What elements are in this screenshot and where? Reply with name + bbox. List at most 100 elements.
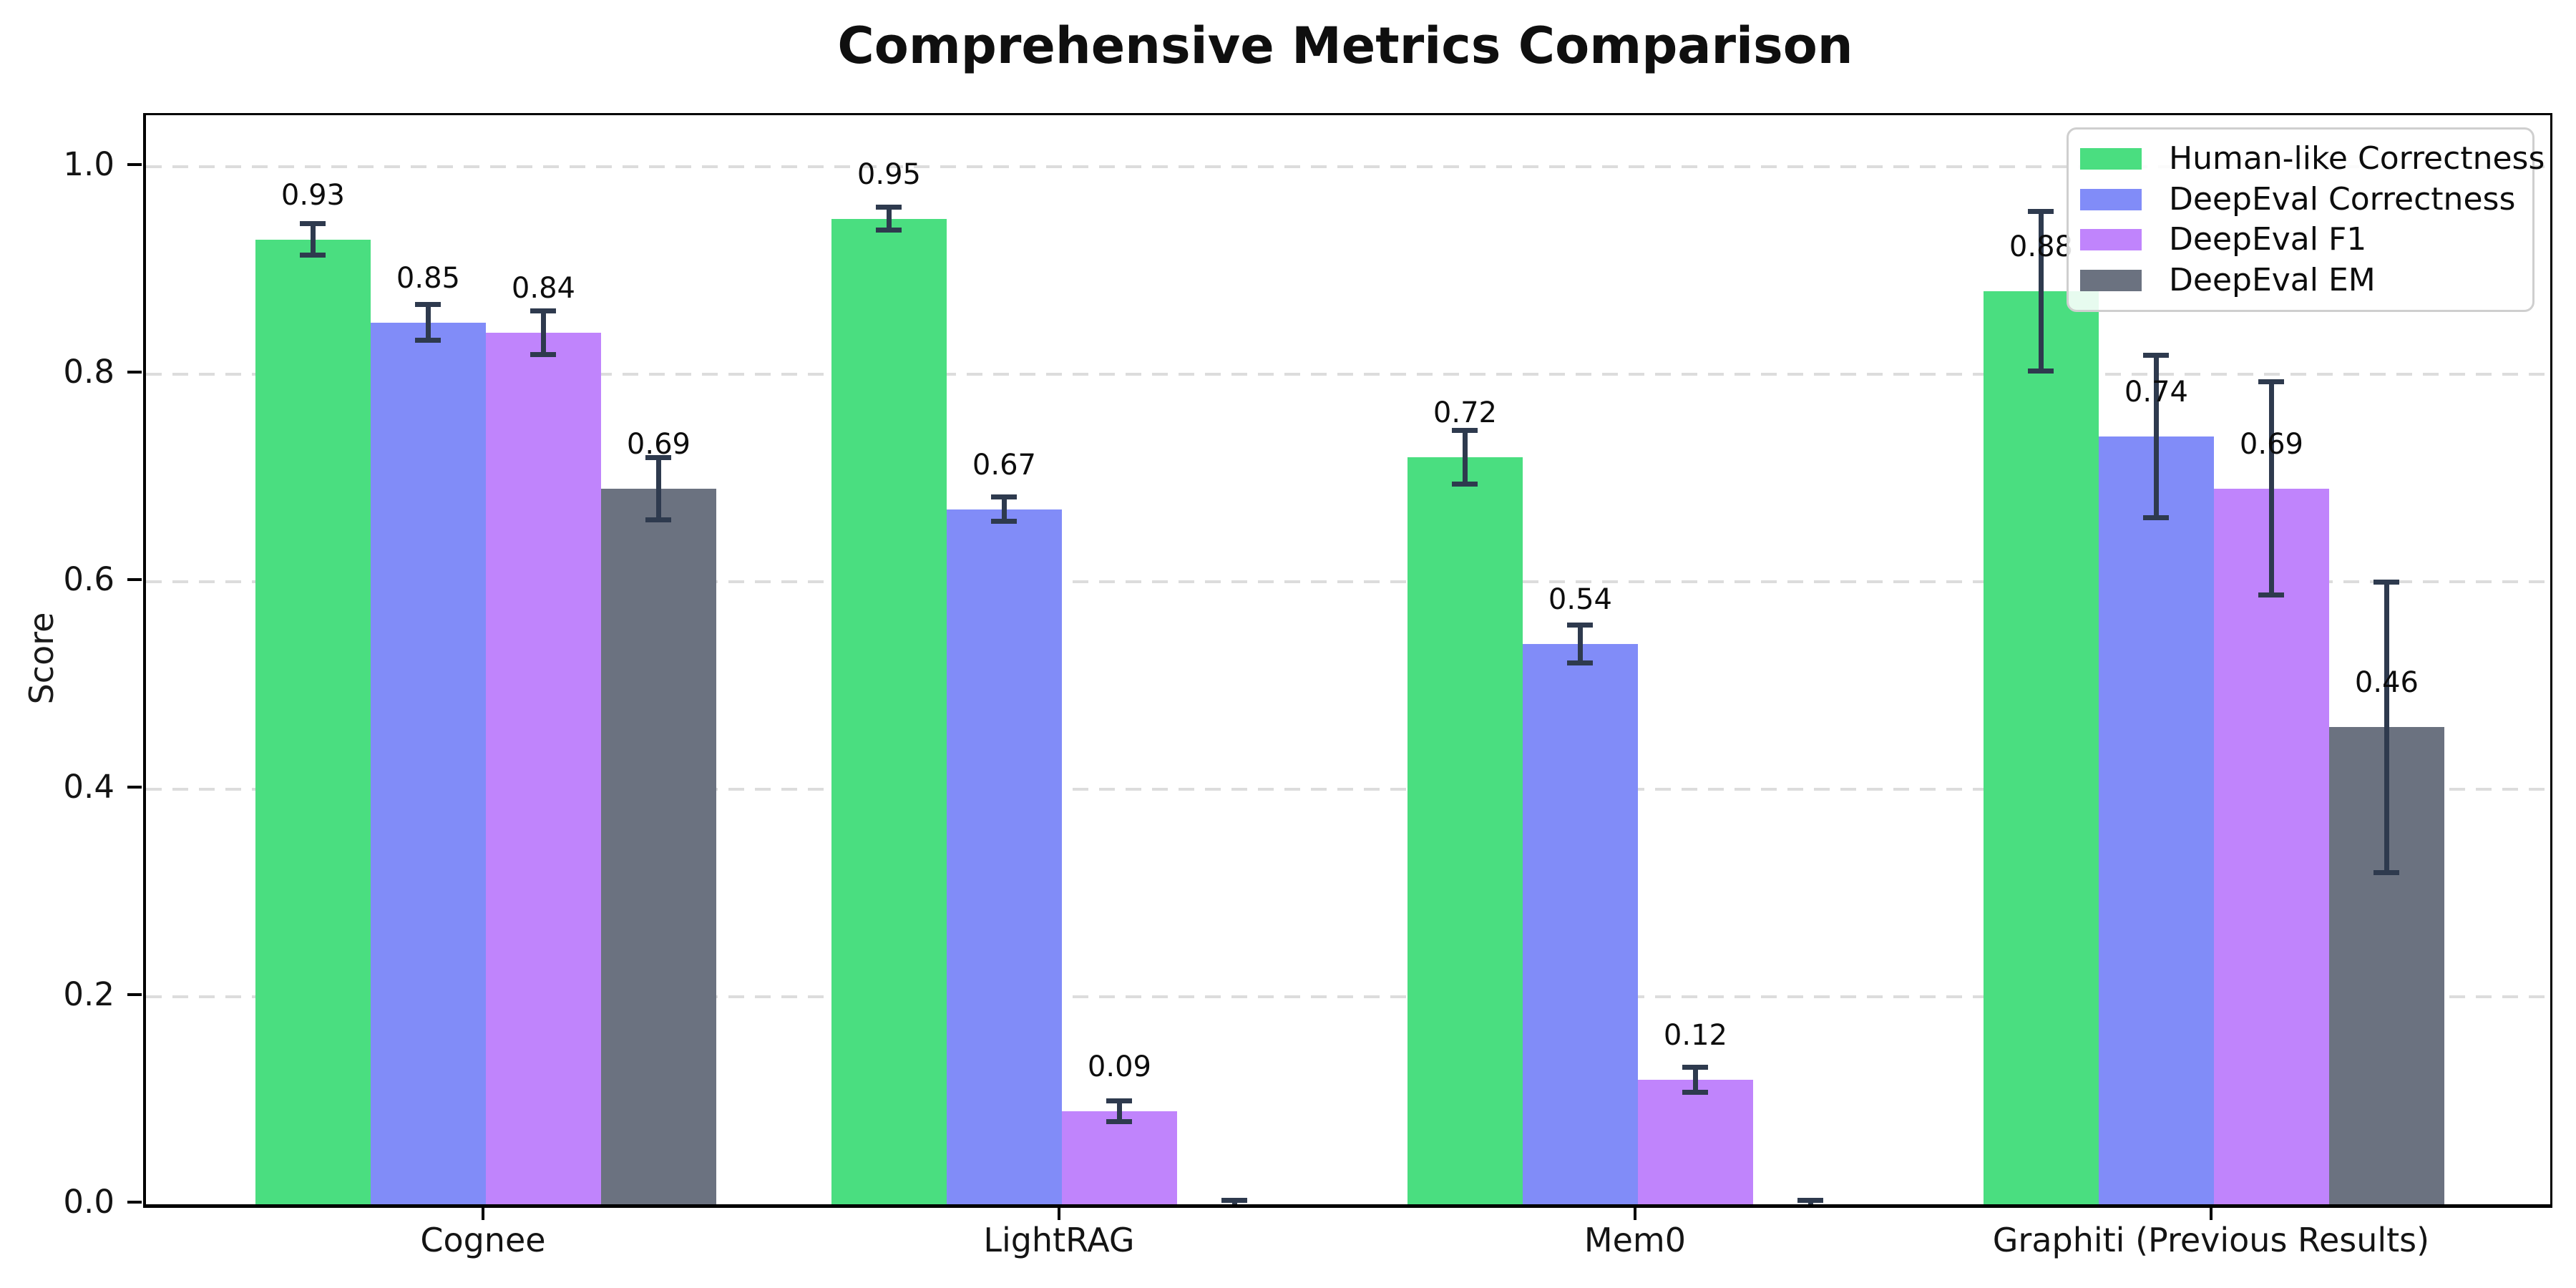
gridline <box>146 165 2550 168</box>
chart-title: Comprehensive Metrics Comparison <box>837 16 1853 75</box>
error-bar-cap-top <box>1682 1065 1709 1070</box>
legend-label: Human-like Correctness <box>2169 140 2545 177</box>
legend-label: DeepEval F1 <box>2169 221 2367 258</box>
bar-value-label: 0.09 <box>1087 1050 1151 1083</box>
error-bar-cap-top <box>2373 579 2400 585</box>
error-bar-cap-top <box>645 454 672 460</box>
error-bar-cap-top <box>415 302 441 308</box>
legend-swatch <box>2080 147 2142 170</box>
legend-row: Human-like Correctness <box>2080 142 2545 175</box>
gridline <box>146 995 2550 998</box>
error-bar-cap-top <box>300 221 326 227</box>
error-bar-cap-bottom <box>530 351 557 357</box>
y-axis-label: Score <box>22 612 61 705</box>
bar-human-like-correctness-3 <box>1407 457 1523 1204</box>
legend-row: DeepEval F1 <box>2080 224 2532 255</box>
x-tick-mark <box>1633 1206 1636 1220</box>
bar-value-label: 0.67 <box>972 448 1036 482</box>
x-tick-label-3: Mem0 <box>1584 1221 1686 1259</box>
error-bar <box>2268 381 2274 595</box>
error-bar <box>655 457 661 519</box>
bar-value-label: 0.72 <box>1433 396 1497 429</box>
bar-human-like-correctness-1 <box>255 239 371 1204</box>
bar-value-label: 0.88 <box>2009 230 2073 263</box>
bar-deepeval-f1-1 <box>485 333 601 1204</box>
legend-label: DeepEval EM <box>2169 262 2376 299</box>
x-tick-mark <box>2209 1206 2212 1220</box>
plot-area: 0.93 0.95 0.72 0.88 0.85 0.67 0.54 0.74 0.84 0.09… <box>143 113 2552 1208</box>
error-bar-cap-bottom <box>2373 869 2400 875</box>
bar-deepeval-correctness-1 <box>370 322 486 1204</box>
error-bar <box>1462 430 1468 484</box>
error-bar <box>1001 497 1007 522</box>
legend-label: DeepEval Correctness <box>2169 180 2516 218</box>
error-bar-cap-bottom <box>1682 1089 1709 1095</box>
error-bar-cap-top <box>2028 208 2054 214</box>
x-tick-label-1: Cognee <box>420 1221 546 1259</box>
y-tick-label: 0.4 <box>63 768 114 806</box>
bar-deepeval-f1-3 <box>1637 1080 1753 1204</box>
error-bar <box>2038 211 2044 371</box>
gridline <box>146 580 2550 583</box>
error-bar <box>2153 355 2159 518</box>
error-bar-cap-top <box>2143 353 2170 358</box>
bar-deepeval-correctness-4 <box>2098 436 2214 1204</box>
error-bar-cap-top <box>1567 623 1594 628</box>
error-bar <box>2384 582 2389 872</box>
y-tick-mark <box>127 993 142 996</box>
error-bar-cap-bottom <box>991 519 1018 525</box>
legend-box: Human-like Correctness DeepEval Correctne… <box>2067 127 2545 312</box>
error-bar-cap-bottom <box>1567 660 1594 665</box>
y-tick-label: 0.6 <box>63 560 114 598</box>
y-tick-label: 1.0 <box>63 145 114 183</box>
error-bar-cap-top <box>1106 1098 1133 1103</box>
bar-human-like-correctness-2 <box>831 218 947 1204</box>
gridline <box>146 788 2550 791</box>
error-bar-cap-top <box>991 494 1018 499</box>
error-bar-cap-top <box>2258 379 2285 384</box>
y-tick-label: 0.2 <box>63 975 114 1013</box>
bar-value-label: 0.54 <box>1548 583 1612 616</box>
error-bar-cap-bottom <box>645 517 672 522</box>
x-tick-mark <box>481 1206 484 1220</box>
y-tick-label: 0.0 <box>63 1183 114 1221</box>
x-tick-label-4: Graphiti (Previous Results) <box>1992 1221 2430 1259</box>
bar-value-label: 0.95 <box>857 157 921 191</box>
bar-value-label: 0.69 <box>626 427 691 461</box>
error-bar <box>1692 1067 1698 1093</box>
error-bar <box>540 311 546 355</box>
y-tick-mark <box>127 1201 142 1204</box>
error-bar-cap-top <box>1797 1197 1824 1203</box>
error-bar <box>425 304 431 341</box>
error-bar-cap-bottom <box>876 227 902 233</box>
legend-swatch <box>2080 270 2142 292</box>
bar-value-label: 0.46 <box>2354 666 2419 699</box>
bar-value-label: 0.85 <box>396 261 460 295</box>
error-bar-cap-bottom <box>1106 1118 1133 1124</box>
legend-swatch <box>2080 188 2142 210</box>
x-tick-label-2: LightRAG <box>983 1221 1135 1259</box>
legend-row: DeepEval EM <box>2080 265 2532 296</box>
error-bar-cap-bottom <box>2028 369 2054 374</box>
error-bar-cap-top <box>1221 1197 1248 1203</box>
bar-deepeval-f1-2 <box>1061 1111 1177 1204</box>
y-tick-mark <box>127 163 142 166</box>
bar-human-like-correctness-4 <box>1983 291 2099 1204</box>
error-bar-cap-bottom <box>2258 592 2285 598</box>
bar-value-label: 0.12 <box>1663 1019 1727 1052</box>
legend-swatch <box>2080 229 2142 251</box>
error-bar-cap-bottom <box>2143 514 2170 520</box>
x-tick-mark <box>1057 1206 1060 1220</box>
bar-value-label: 0.84 <box>511 272 575 305</box>
bar-deepeval-f1-4 <box>2213 488 2329 1204</box>
error-bar <box>1116 1101 1122 1121</box>
bar-deepeval-correctness-3 <box>1522 644 1638 1204</box>
error-bar-cap-top <box>1452 427 1478 433</box>
legend-row: DeepEval Correctness <box>2080 180 2532 218</box>
bar-value-label: 0.93 <box>280 178 345 212</box>
bar-deepeval-em-1 <box>600 488 716 1204</box>
gridline <box>146 373 2550 376</box>
y-tick-mark <box>127 578 142 581</box>
error-bar <box>1577 625 1583 663</box>
